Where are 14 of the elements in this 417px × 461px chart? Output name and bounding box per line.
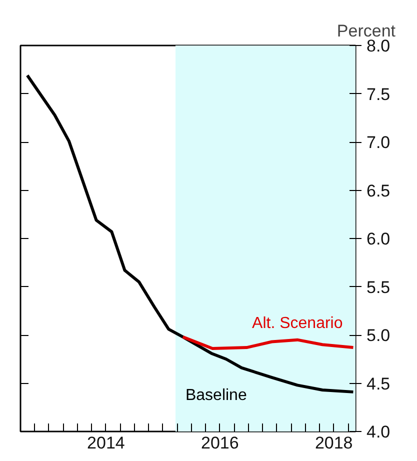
y-tick-label: 7.0 <box>366 133 390 152</box>
y-tick-label: 6.5 <box>366 181 390 200</box>
x-tick-label: 2016 <box>200 434 239 452</box>
y-tick-label: 6.0 <box>366 230 390 248</box>
x-tick-label: 2018 <box>314 434 353 452</box>
y-tick-label: 4.0 <box>366 422 390 442</box>
y-tick-label: 4.5 <box>366 374 390 394</box>
y-tick-label: 7.5 <box>366 84 390 104</box>
series-label: Alt. Scenario <box>252 314 343 332</box>
y-tick-label: 5.0 <box>366 326 390 345</box>
line-series <box>181 335 355 350</box>
series-label: Baseline <box>185 387 247 404</box>
x-tick-label: 2014 <box>87 434 125 452</box>
y-tick-label: 5.5 <box>366 278 390 297</box>
